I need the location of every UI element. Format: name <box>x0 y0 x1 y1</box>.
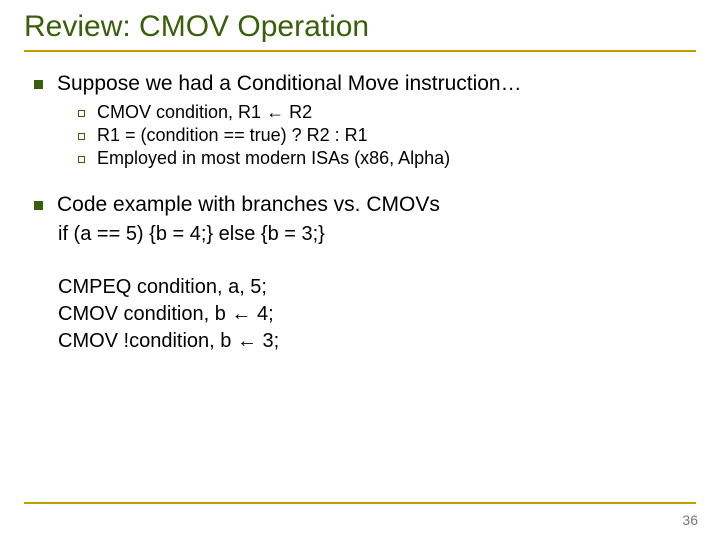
square-bullet-icon <box>34 80 43 89</box>
footer-rule <box>24 502 696 504</box>
sub-bullet-text: R1 = (condition == true) ? R2 : R1 <box>97 125 368 146</box>
code-line: if (a == 5) {b = 4;} else {b = 3;} <box>58 223 696 246</box>
square-bullet-icon <box>34 201 43 210</box>
sub-bullet-item-1: R1 = (condition == true) ? R2 : R1 <box>78 125 696 146</box>
slide: Review: CMOV Operation Suppose we had a … <box>0 0 720 540</box>
sub-bullet-item-2: Employed in most modern ISAs (x86, Alpha… <box>78 148 696 169</box>
code-line: CMOV !condition, b ← 3; <box>58 330 696 353</box>
bullet-text: Suppose we had a Conditional Move instru… <box>57 72 522 96</box>
bullet-text: Code example with branches vs. CMOVs <box>57 193 440 217</box>
code-line: CMPEQ condition, a, 5; <box>58 276 696 299</box>
square-outline-icon <box>78 156 85 163</box>
square-outline-icon <box>78 133 85 140</box>
spacer <box>24 250 696 276</box>
bullet-item-0: Suppose we had a Conditional Move instru… <box>34 72 696 96</box>
title-rule <box>24 50 696 52</box>
page-number: 36 <box>682 512 698 528</box>
code-line: CMOV condition, b ← 4; <box>58 303 696 326</box>
sub-bullet-text: Employed in most modern ISAs (x86, Alpha… <box>97 148 450 169</box>
square-outline-icon <box>78 110 85 117</box>
bullet-item-1: Code example with branches vs. CMOVs <box>34 193 696 217</box>
sub-bullet-item-0: CMOV condition, R1 ← R2 <box>78 102 696 123</box>
spacer <box>24 171 696 193</box>
slide-title: Review: CMOV Operation <box>24 10 696 44</box>
sub-bullet-text: CMOV condition, R1 ← R2 <box>97 102 312 123</box>
